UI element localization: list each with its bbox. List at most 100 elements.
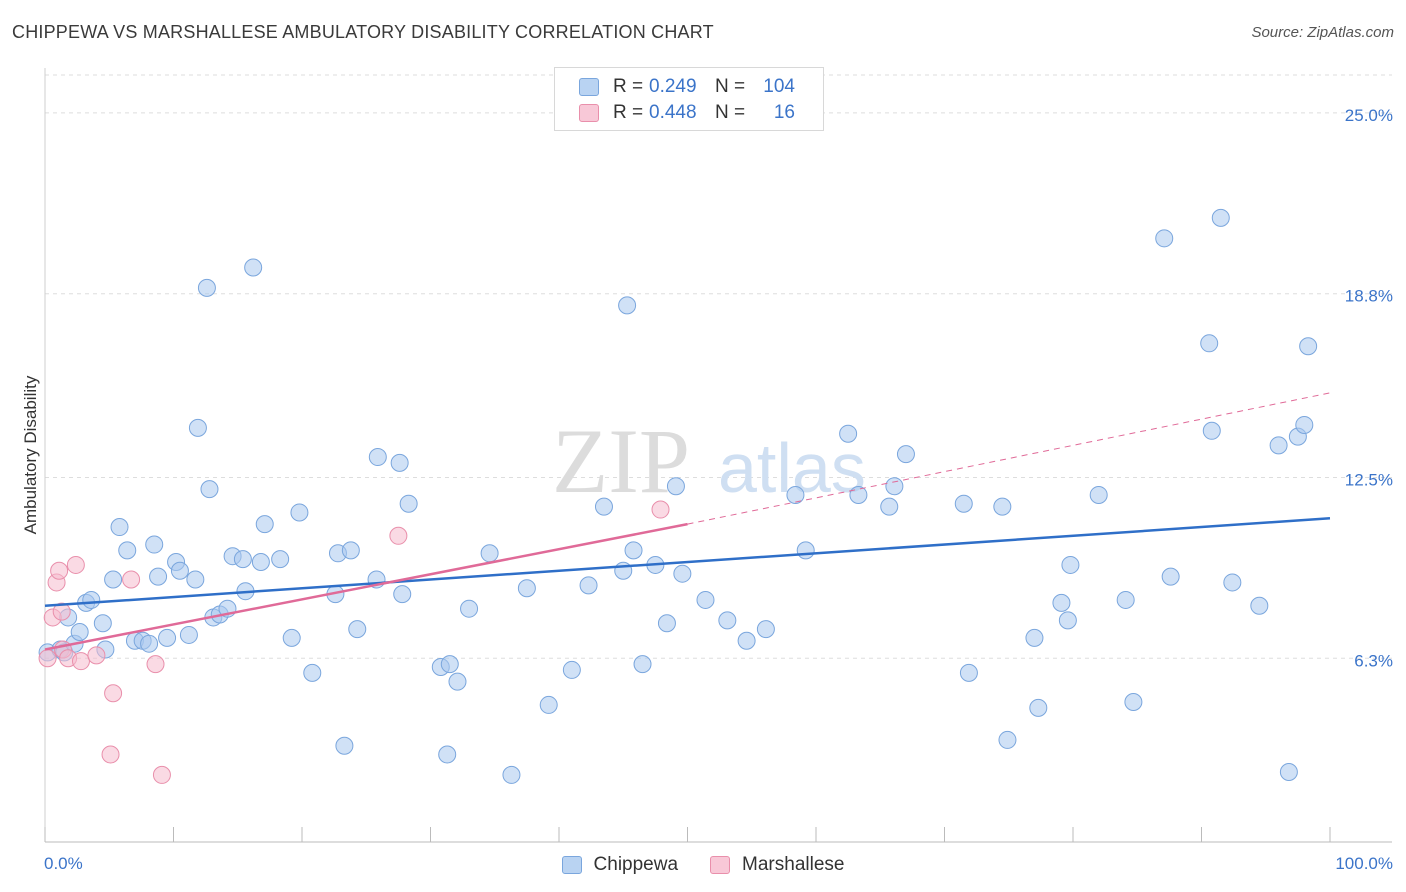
chippewa-point: [170, 561, 189, 580]
legend-label-marshallese: Marshallese: [742, 854, 845, 875]
chippewa-point: [839, 424, 858, 443]
legend-n-label: N =: [715, 76, 746, 97]
y-tick-label: 12.5%: [1345, 470, 1393, 489]
chippewa-point: [188, 418, 207, 437]
chippewa-point: [244, 258, 263, 277]
marshallese-point: [66, 555, 85, 574]
legend-r-value: 0.448: [649, 102, 697, 123]
chippewa-point: [1161, 567, 1180, 586]
trend-lines: [44, 392, 1331, 651]
chippewa-point: [118, 541, 137, 560]
axes: [44, 68, 1392, 843]
watermark: ZIP atlas: [552, 410, 866, 512]
chippewa-point: [579, 576, 598, 595]
chippewa-point: [368, 448, 387, 467]
chippewa-point: [1155, 229, 1174, 248]
chippewa-point: [1223, 573, 1242, 592]
chippewa-point: [145, 535, 164, 554]
chippewa-point: [186, 570, 205, 589]
chippewa-point: [1058, 611, 1077, 630]
chippewa-point: [666, 477, 685, 496]
legend-r-value: 0.249: [649, 76, 697, 97]
chippewa-trend-line: [44, 517, 1331, 608]
marshallese-point: [122, 570, 141, 589]
chippewa-point: [1295, 415, 1314, 434]
chippewa-point: [140, 634, 159, 653]
legend-swatch-marshallese: [579, 104, 599, 122]
chippewa-point: [786, 485, 805, 504]
x-tick-label: 100.0%: [1335, 854, 1393, 873]
chippewa-point: [673, 564, 692, 583]
chippewa-point: [233, 550, 252, 569]
chippewa-point: [1061, 555, 1080, 574]
marshallese-point: [389, 526, 408, 545]
chippewa-point: [335, 736, 354, 755]
chippewa-point: [562, 660, 581, 679]
chippewa-point: [737, 631, 756, 650]
chippewa-point: [290, 503, 309, 522]
marshallese-point: [52, 602, 71, 621]
chippewa-point: [880, 497, 899, 516]
stats-legend: R = 0.249 N = 104 R = 0.448 N = 16: [554, 67, 824, 131]
chippewa-point: [696, 590, 715, 609]
chippewa-point: [341, 541, 360, 560]
chippewa-point: [633, 655, 652, 674]
chippewa-point: [390, 453, 409, 472]
legend-row-marshallese: R = 0.448 N = 16: [579, 101, 795, 125]
chippewa-point: [517, 579, 536, 598]
chippewa-point: [480, 544, 499, 563]
chippewa-point: [618, 296, 637, 315]
chippewa-point: [448, 672, 467, 691]
chippewa-point: [954, 494, 973, 513]
marshallese-point: [87, 646, 106, 665]
chippewa-point: [1116, 590, 1135, 609]
chippewa-point: [1089, 485, 1108, 504]
legend-r-label: R =: [613, 102, 644, 123]
chippewa-point: [303, 663, 322, 682]
chippewa-point: [179, 625, 198, 644]
chippewa-point: [1211, 208, 1230, 227]
chippewa-point: [756, 620, 775, 639]
marshallese-point: [651, 500, 670, 519]
chippewa-point: [998, 730, 1017, 749]
legend-swatch-marshallese: [710, 856, 731, 874]
marshallese-point: [71, 652, 90, 671]
marshallese-point: [38, 649, 57, 668]
chippewa-point: [1052, 593, 1071, 612]
legend-item-chippewa: Chippewa: [561, 854, 678, 876]
chippewa-point: [1269, 436, 1288, 455]
y-tick-label: 25.0%: [1345, 106, 1393, 125]
legend-r-label: R =: [613, 76, 644, 97]
chippewa-point: [1250, 596, 1269, 615]
chippewa-point: [271, 550, 290, 569]
chippewa-point: [1124, 693, 1143, 712]
marshallese-point: [101, 745, 120, 764]
chippewa-point: [796, 541, 815, 560]
chippewa-point: [104, 570, 123, 589]
gridlines: [45, 74, 1392, 659]
marshallese-point: [50, 561, 69, 580]
chippewa-point: [624, 541, 643, 560]
source-label: Source: ZipAtlas.com: [1251, 24, 1394, 41]
chippewa-point: [1029, 698, 1048, 717]
chippewa-point: [896, 445, 915, 464]
chippewa-point: [539, 695, 558, 714]
chippewa-point: [1202, 421, 1221, 440]
chippewa-point: [93, 614, 112, 633]
chippewa-point: [110, 518, 129, 537]
chippewa-point: [885, 477, 904, 496]
chippewa-point: [149, 567, 168, 586]
chippewa-point: [594, 497, 613, 516]
chippewa-point: [200, 480, 219, 499]
chippewa-point: [255, 515, 274, 534]
legend-swatch-chippewa: [561, 856, 582, 874]
x-tick-label: 0.0%: [44, 854, 83, 873]
series-legend: Chippewa Marshallese: [0, 852, 1406, 878]
y-tick-label: 18.8%: [1345, 287, 1393, 306]
marshallese-point: [146, 655, 165, 674]
chart-title: CHIPPEWA VS MARSHALLESE AMBULATORY DISAB…: [12, 22, 714, 42]
chippewa-point: [718, 611, 737, 630]
chippewa-point: [1279, 763, 1298, 782]
chippewa-point: [849, 485, 868, 504]
legend-row-chippewa: R = 0.249 N = 104: [579, 75, 795, 99]
